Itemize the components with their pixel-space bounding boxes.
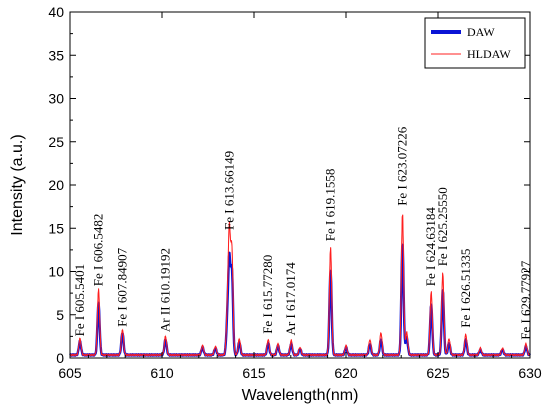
y-tick-label: 10	[48, 264, 64, 280]
peak-label: Fe I 629.77927	[518, 260, 533, 340]
peak-annotations: Fe I 605.5401 Fe I 606.5482 Fe I 607.84907…	[72, 126, 533, 340]
x-tick-label: 605	[58, 365, 82, 381]
legend: DAW HLDAW	[424, 17, 526, 69]
peak-label: Ar I 617.0174	[283, 262, 298, 336]
x-tick-label: 630	[518, 365, 542, 381]
y-tick-label: 40	[48, 4, 64, 20]
peak-label: Fe I 619.1558	[323, 169, 338, 242]
x-tick-label: 620	[334, 365, 358, 381]
x-tick-label: 610	[150, 365, 174, 381]
legend-label-daw: DAW	[467, 25, 495, 39]
x-axis-title: Wavelength(nm)	[242, 387, 359, 404]
y-tick-label: 5	[56, 307, 64, 323]
series-line-hldaw	[69, 214, 531, 357]
y-tick-label: 30	[48, 91, 64, 107]
peak-label: Fe I 623.07226	[395, 126, 410, 206]
x-tick-label: 615	[242, 365, 266, 381]
y-tick-label: 35	[48, 47, 64, 63]
peak-label: Fe I 624.63184	[423, 207, 438, 287]
peak-label: Ar II 610.19192	[158, 248, 173, 332]
y-tick-label: 15	[48, 220, 64, 236]
y-tick-label: 20	[48, 177, 64, 193]
peak-label: Fe I 615.77280	[260, 255, 275, 334]
y-tick-label: 25	[48, 134, 64, 150]
peak-label: Fe I 607.84907	[114, 247, 129, 327]
peak-label: Fe I 606.5482	[91, 214, 106, 287]
series-line-hldaw-overlay	[70, 214, 531, 356]
peak-label: Fe I 625.25550	[435, 187, 450, 266]
y-axis-title: Intensity (a.u.)	[9, 134, 26, 235]
y-tick-label: 0	[56, 350, 64, 366]
peak-label: Fe I 626.51335	[458, 249, 473, 328]
legend-label-hldaw: HLDAW	[467, 47, 511, 61]
series-group	[69, 214, 531, 357]
peak-label: Fe I 605.5401	[72, 264, 87, 337]
x-tick-label: 625	[426, 365, 450, 381]
axis-ticks: 605 610 615 620 625 630 0 5 10 15 20 25 30 35 40	[48, 4, 541, 381]
peak-label: Fe I 613.66149	[221, 151, 236, 230]
legend-box	[424, 17, 526, 69]
